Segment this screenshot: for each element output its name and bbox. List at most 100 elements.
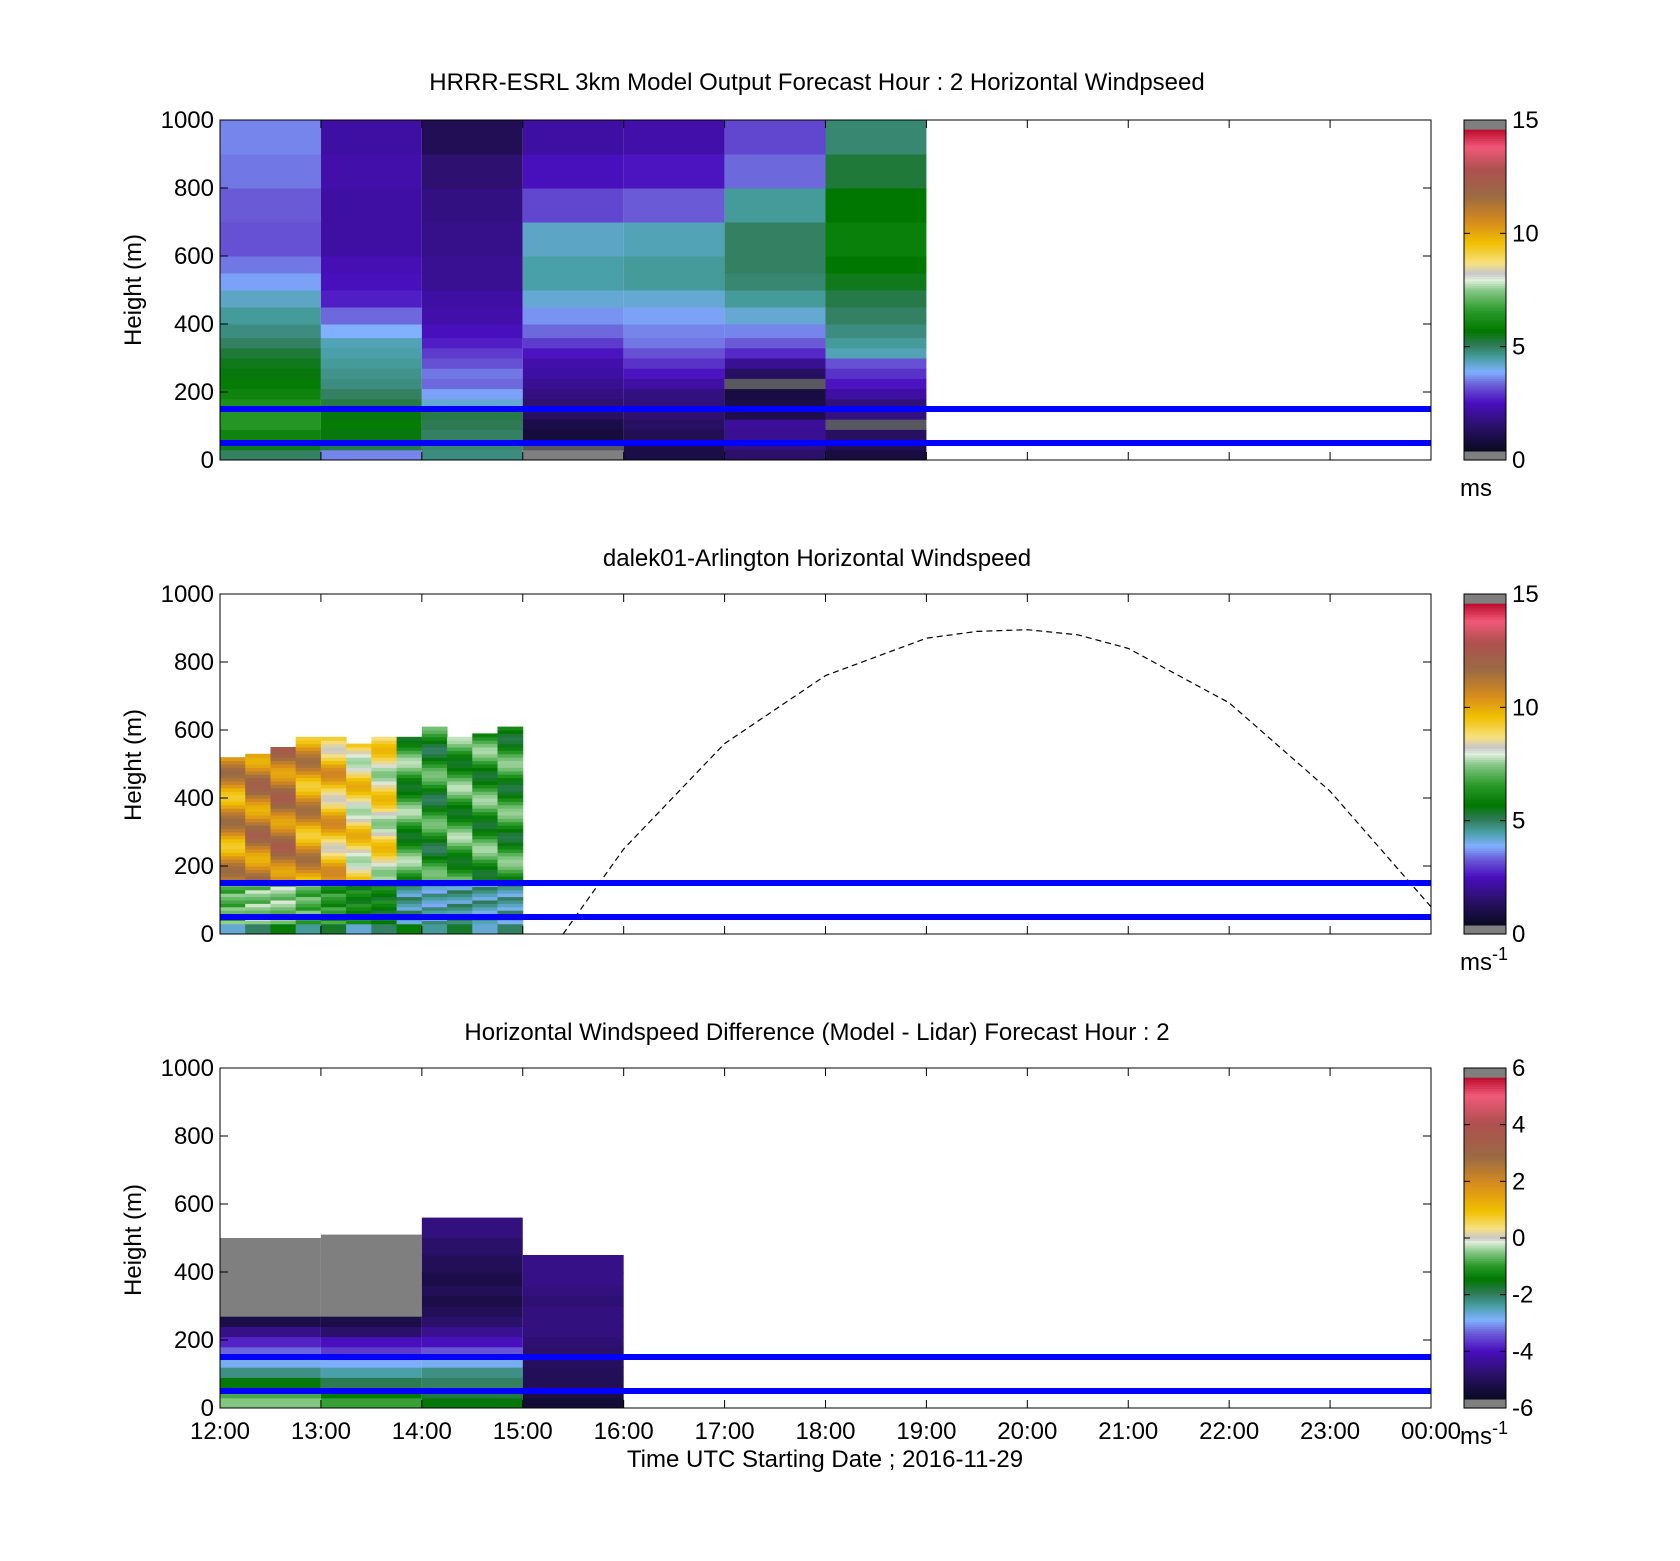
heatmap-cell: [522, 307, 624, 325]
heatmap-cell: [447, 893, 473, 898]
heatmap-cell: [220, 849, 246, 853]
colorbar-band: [1464, 1360, 1506, 1364]
heatmap-cell: [472, 930, 499, 935]
heatmap-cell: [447, 736, 473, 741]
heatmap-cell: [421, 808, 448, 813]
colorbar-band: [1464, 603, 1506, 606]
heatmap-cell: [623, 290, 725, 308]
colorbar-band: [1464, 405, 1506, 409]
heatmap-cell: [396, 764, 423, 768]
colorbar-tick-label: 10: [1512, 694, 1539, 721]
colorbar-band: [1464, 872, 1506, 876]
colorbar-band: [1464, 441, 1506, 445]
heatmap-cell: [825, 307, 927, 325]
heatmap-cell: [447, 900, 473, 904]
colorbar-band: [1464, 1108, 1506, 1112]
heatmap-cell: [346, 815, 372, 819]
heatmap-cell: [447, 821, 473, 826]
heatmap-cell: [396, 838, 423, 843]
heatmap-cell: [320, 307, 422, 325]
heatmap-cell: [497, 825, 524, 830]
heatmap-cell: [447, 794, 473, 799]
heatmap-cell: [346, 764, 372, 768]
heatmap-cell: [522, 1316, 624, 1327]
heatmap-cell: [447, 906, 473, 911]
colorbar-band: [1464, 1099, 1506, 1103]
heatmap-cell: [295, 753, 322, 758]
colorbar-band: [1464, 1351, 1506, 1355]
colorbar-band: [1464, 396, 1506, 400]
heatmap-cell: [623, 347, 725, 359]
heatmap-cell: [245, 808, 271, 813]
heatmap-cell: [346, 835, 372, 840]
colorbar-band: [1464, 1328, 1506, 1332]
colorbar-band: [1464, 1083, 1506, 1087]
heatmap-cell: [472, 747, 499, 751]
colorbar-band: [1464, 904, 1506, 908]
colorbar-band: [1464, 1102, 1506, 1105]
heatmap-cell: [245, 825, 271, 830]
heatmap-cell: [421, 886, 448, 891]
heatmap-cell: [320, 774, 347, 779]
heatmap-cell: [421, 801, 448, 806]
colorbar-band: [1464, 1081, 1506, 1085]
heatmap-cell: [472, 889, 499, 894]
heatmap-cell: [825, 429, 927, 441]
colorbar-band: [1464, 784, 1506, 788]
heatmap-cell: [245, 862, 271, 867]
heatmap-cell: [320, 1255, 422, 1273]
heatmap-cell: [497, 869, 524, 874]
colorbar-band: [1464, 682, 1506, 686]
colorbar-band: [1464, 675, 1506, 679]
colorbar-band: [1464, 1251, 1506, 1255]
heatmap-cell: [245, 760, 271, 765]
colorbar-band: [1464, 154, 1506, 157]
heatmap-cell: [245, 804, 271, 809]
heatmap-cell: [220, 1377, 321, 1389]
colorbar-band: [1464, 759, 1506, 763]
heatmap-cell: [421, 419, 523, 430]
heatmap-cell: [270, 896, 297, 901]
heatmap-cell: [245, 906, 271, 911]
heatmap-cell: [447, 859, 473, 864]
colorbar-band: [1464, 734, 1506, 738]
heatmap-cell: [396, 757, 423, 762]
colorbar-band: [1464, 260, 1506, 264]
heatmap-cell: [421, 1316, 523, 1327]
colorbar-band: [1464, 367, 1506, 370]
heatmap-cell: [472, 767, 499, 772]
heatmap-cell: [396, 930, 423, 935]
heatmap-cell: [825, 347, 927, 359]
colorbar-tick-label: -6: [1512, 1395, 1533, 1422]
heatmap-cell: [421, 120, 523, 155]
heatmap-cell: [220, 784, 246, 789]
colorbar-tick-label: 4: [1512, 1112, 1525, 1139]
colorbar-band: [1464, 1389, 1506, 1393]
colorbar-tick-label: 15: [1512, 581, 1539, 608]
colorbar-band: [1464, 793, 1506, 797]
heatmap-cell: [320, 811, 347, 816]
heatmap-cell: [245, 838, 271, 843]
heatmap-cell: [396, 832, 423, 836]
heatmap-cell: [447, 753, 473, 758]
heatmap-cell: [825, 378, 927, 390]
heatmap-cell: [396, 866, 423, 870]
colorbar-band: [1464, 913, 1506, 917]
heatmap-cell: [497, 835, 524, 840]
heatmap-cell: [472, 733, 499, 738]
colorbar-band: [1464, 634, 1506, 638]
heatmap-cell: [522, 290, 624, 308]
colorbar-band: [1464, 1131, 1506, 1135]
heatmap-cell: [497, 886, 524, 891]
heatmap-cell: [396, 845, 423, 850]
heatmap-cell: [396, 774, 423, 779]
heatmap-cell: [421, 726, 448, 731]
colorbar-unit: ms-1: [1460, 1418, 1508, 1450]
heatmap-cell: [447, 767, 473, 772]
heatmap-cell: [472, 835, 499, 840]
heatmap-cell: [320, 804, 347, 809]
colorbar-band: [1464, 1104, 1506, 1108]
colorbar-band: [1464, 439, 1506, 443]
heatmap-cell: [522, 398, 624, 410]
colorbar-band: [1464, 1240, 1506, 1244]
